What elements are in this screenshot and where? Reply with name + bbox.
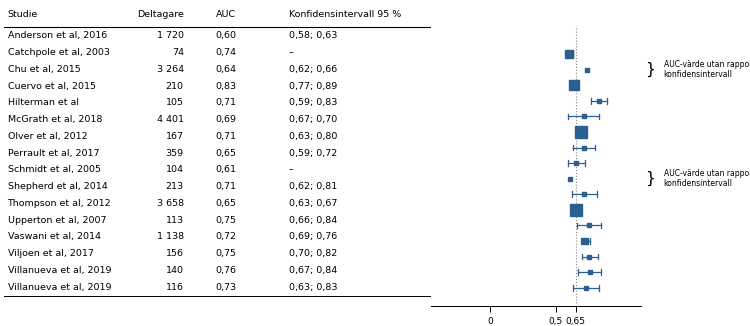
Text: 0,65: 0,65 [215,199,236,208]
Text: Perrault et al, 2017: Perrault et al, 2017 [8,149,99,158]
Text: 359: 359 [166,149,184,158]
Text: 0,63; 0,83: 0,63; 0,83 [289,283,338,292]
Text: }: } [645,62,655,77]
Text: 3 658: 3 658 [157,199,184,208]
Text: 0,71: 0,71 [215,98,236,107]
Text: 210: 210 [166,82,184,91]
Text: 0,63; 0,67: 0,63; 0,67 [289,199,338,208]
Text: 0,65: 0,65 [215,149,236,158]
Text: }: } [645,171,655,186]
Text: 0,62; 0,81: 0,62; 0,81 [289,182,337,191]
Text: 0,71: 0,71 [215,182,236,191]
Text: 0,67; 0,70: 0,67; 0,70 [289,115,337,124]
Text: 0,60: 0,60 [215,31,236,40]
Text: 104: 104 [166,165,184,174]
Text: Villanueva et al, 2019: Villanueva et al, 2019 [8,266,111,275]
Text: Chu et al, 2015: Chu et al, 2015 [8,65,80,74]
Text: Villanueva et al, 2019: Villanueva et al, 2019 [8,283,111,292]
Text: 0,69; 0,76: 0,69; 0,76 [289,232,337,242]
Text: 1 138: 1 138 [157,232,184,242]
Text: 0,74: 0,74 [215,48,236,57]
Text: 140: 140 [166,266,184,275]
Text: 0,66; 0,84: 0,66; 0,84 [289,216,337,225]
Text: 0,73: 0,73 [215,283,236,292]
Text: 0,59; 0,72: 0,59; 0,72 [289,149,337,158]
Text: 0,59; 0,83: 0,59; 0,83 [289,98,338,107]
Text: McGrath et al, 2018: McGrath et al, 2018 [8,115,102,124]
Text: 0,77; 0,89: 0,77; 0,89 [289,82,337,91]
Text: 0,61: 0,61 [215,165,236,174]
Text: 0,58; 0,63: 0,58; 0,63 [289,31,338,40]
Text: Viljoen et al, 2017: Viljoen et al, 2017 [8,249,93,258]
Text: 0,71: 0,71 [215,132,236,141]
Text: 0,72: 0,72 [215,232,236,242]
Text: 0,70; 0,82: 0,70; 0,82 [289,249,337,258]
Text: AUC-värde utan rapporterat
konfidensintervall: AUC-värde utan rapporterat konfidensinte… [664,169,750,188]
Text: 0,63; 0,80: 0,63; 0,80 [289,132,338,141]
Text: 0,67; 0,84: 0,67; 0,84 [289,266,337,275]
Text: Shepherd et al, 2014: Shepherd et al, 2014 [8,182,107,191]
Text: 3 264: 3 264 [157,65,184,74]
Text: 74: 74 [172,48,184,57]
Text: Vaswani et al, 2014: Vaswani et al, 2014 [8,232,101,242]
Text: 0,75: 0,75 [215,216,236,225]
Text: Schmidt et al, 2005: Schmidt et al, 2005 [8,165,101,174]
Text: 156: 156 [166,249,184,258]
Text: 0,64: 0,64 [215,65,236,74]
Text: Studie: Studie [8,10,38,19]
Text: AUC: AUC [216,10,236,19]
Text: 113: 113 [166,216,184,225]
Text: 105: 105 [166,98,184,107]
Text: 0,83: 0,83 [215,82,236,91]
Text: 4 401: 4 401 [157,115,184,124]
Text: Upperton et al, 2007: Upperton et al, 2007 [8,216,106,225]
Text: Hilterman et al: Hilterman et al [8,98,79,107]
Text: Cuervo et al, 2015: Cuervo et al, 2015 [8,82,95,91]
Text: Anderson et al, 2016: Anderson et al, 2016 [8,31,106,40]
Text: Deltagare: Deltagare [136,10,184,19]
Text: AUC-värde utan rapporterat
konfidensintervall: AUC-värde utan rapporterat konfidensinte… [664,60,750,80]
Text: Konfidensintervall 95 %: Konfidensintervall 95 % [289,10,401,19]
Text: Olver et al, 2012: Olver et al, 2012 [8,132,87,141]
Text: 0,69: 0,69 [215,115,236,124]
Text: 116: 116 [166,283,184,292]
Text: Thompson et al, 2012: Thompson et al, 2012 [8,199,111,208]
Text: 0,76: 0,76 [215,266,236,275]
Text: 0,75: 0,75 [215,249,236,258]
Text: Catchpole et al, 2003: Catchpole et al, 2003 [8,48,109,57]
Text: 1 720: 1 720 [157,31,184,40]
Text: –: – [289,48,293,57]
Text: –: – [289,165,293,174]
Text: 167: 167 [166,132,184,141]
Text: 0,62; 0,66: 0,62; 0,66 [289,65,337,74]
Text: 213: 213 [166,182,184,191]
